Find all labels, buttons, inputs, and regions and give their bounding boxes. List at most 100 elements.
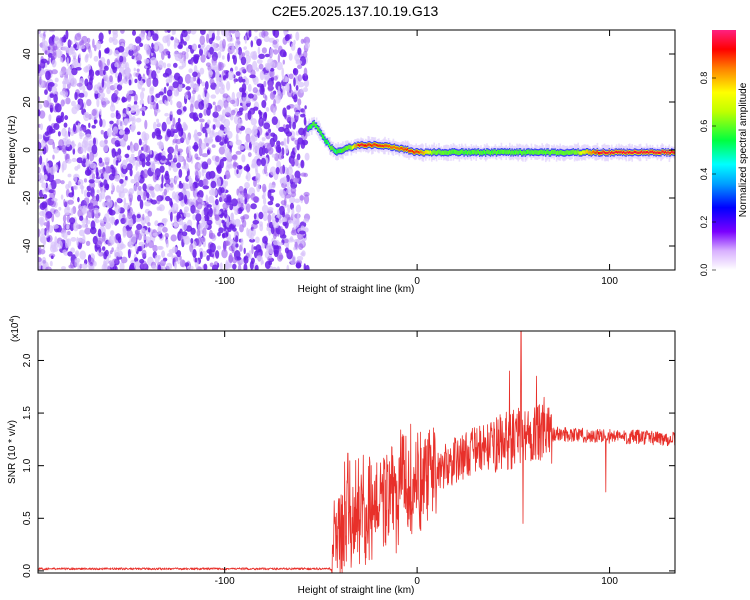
noise-speckle	[251, 133, 258, 142]
ridge-mid	[483, 149, 486, 155]
snr-y-multiplier: (x104)	[9, 315, 21, 342]
noise-speckle	[286, 135, 290, 145]
noise-speckle	[44, 131, 50, 137]
noise-speckle	[254, 264, 259, 270]
noise-speckle	[292, 68, 299, 76]
noise-speckle	[170, 211, 173, 222]
noise-speckle	[283, 51, 287, 58]
ridge-core	[397, 147, 399, 150]
noise-speckle	[147, 30, 151, 40]
noise-speckle	[184, 262, 190, 267]
ridge-mid	[535, 150, 537, 155]
noise-speckle	[234, 167, 238, 176]
noise-speckle	[78, 229, 85, 237]
noise-speckle	[146, 77, 152, 88]
noise-speckle	[267, 84, 274, 92]
y-tick-label: 0.5	[22, 511, 33, 525]
noise-speckle	[241, 83, 247, 93]
noise-speckle	[265, 157, 269, 167]
noise-speckle	[38, 216, 45, 225]
noise-speckle	[71, 157, 77, 163]
noise-speckle	[60, 50, 63, 57]
noise-speckle	[294, 198, 301, 204]
noise-speckle	[282, 59, 285, 65]
noise-speckle	[76, 60, 82, 68]
snr-y-multiplier-close: )	[10, 315, 21, 318]
noise-speckle	[190, 30, 197, 35]
noise-speckle	[159, 232, 163, 239]
ridge-core	[355, 145, 357, 148]
ridge-mid	[439, 149, 441, 155]
ridge-mid	[326, 139, 329, 144]
noise-speckle	[287, 219, 293, 224]
noise-speckle	[52, 52, 57, 60]
noise-speckle	[208, 195, 215, 204]
noise-speckle	[165, 262, 173, 270]
noise-speckle	[81, 144, 84, 153]
noise-speckle	[206, 92, 210, 100]
noise-speckle	[51, 86, 58, 94]
noise-speckle	[305, 264, 310, 270]
noise-speckle	[178, 82, 183, 92]
noise-speckle	[244, 50, 250, 57]
noise-speckle	[259, 85, 265, 96]
noise-speckle	[223, 209, 228, 219]
ridge-mid	[469, 150, 471, 156]
noise-speckle	[287, 238, 295, 243]
ridge-mid	[571, 150, 573, 155]
noise-speckle	[128, 43, 135, 51]
noise-speckle	[39, 155, 43, 165]
noise-speckle	[298, 243, 304, 251]
noise-speckle	[64, 206, 70, 216]
noise-speckle	[206, 119, 211, 125]
noise-speckle	[82, 85, 86, 94]
noise-speckle	[99, 96, 104, 101]
ridge-core	[668, 152, 671, 155]
noise-speckle	[128, 49, 134, 56]
noise-speckle	[240, 202, 244, 209]
noise-speckle	[222, 75, 227, 81]
noise-speckle	[259, 70, 265, 81]
noise-speckle	[98, 157, 103, 164]
noise-speckle	[159, 142, 164, 150]
ridge-core	[375, 143, 378, 147]
noise-speckle	[168, 165, 172, 171]
ridge-core	[403, 148, 405, 152]
y-tick-label: -40	[22, 238, 33, 253]
noise-speckle	[164, 30, 168, 33]
noise-speckle	[152, 232, 159, 237]
noise-speckle	[69, 222, 75, 231]
noise-speckle	[134, 257, 139, 263]
ridge-core	[389, 144, 391, 148]
noise-speckle	[243, 255, 249, 264]
noise-speckle	[275, 167, 280, 175]
noise-speckle	[129, 197, 132, 206]
noise-speckle	[68, 40, 73, 46]
noise-speckle	[215, 35, 221, 41]
noise-speckle	[192, 248, 197, 258]
noise-speckle	[85, 158, 89, 168]
ridge-core	[567, 151, 570, 154]
ridge-mid	[566, 149, 569, 155]
noise-speckle	[133, 100, 138, 105]
noise-speckle	[294, 111, 301, 116]
noise-speckle	[42, 35, 46, 46]
noise-speckle	[264, 95, 268, 102]
noise-speckle	[222, 109, 226, 118]
noise-speckle	[52, 141, 55, 150]
noise-speckle	[285, 124, 290, 129]
noise-speckle	[79, 126, 83, 132]
noise-speckle	[201, 81, 205, 87]
noise-speckle	[99, 169, 105, 174]
ridge-core	[581, 151, 583, 155]
noise-speckle	[299, 230, 306, 235]
noise-speckle	[293, 77, 296, 87]
ridge-core	[627, 151, 630, 154]
noise-speckle	[137, 185, 142, 191]
ridge-mid	[509, 149, 511, 154]
noise-speckle	[294, 170, 301, 179]
noise-speckle	[140, 227, 146, 237]
noise-speckle	[192, 198, 196, 206]
ridge-mid	[512, 150, 515, 156]
